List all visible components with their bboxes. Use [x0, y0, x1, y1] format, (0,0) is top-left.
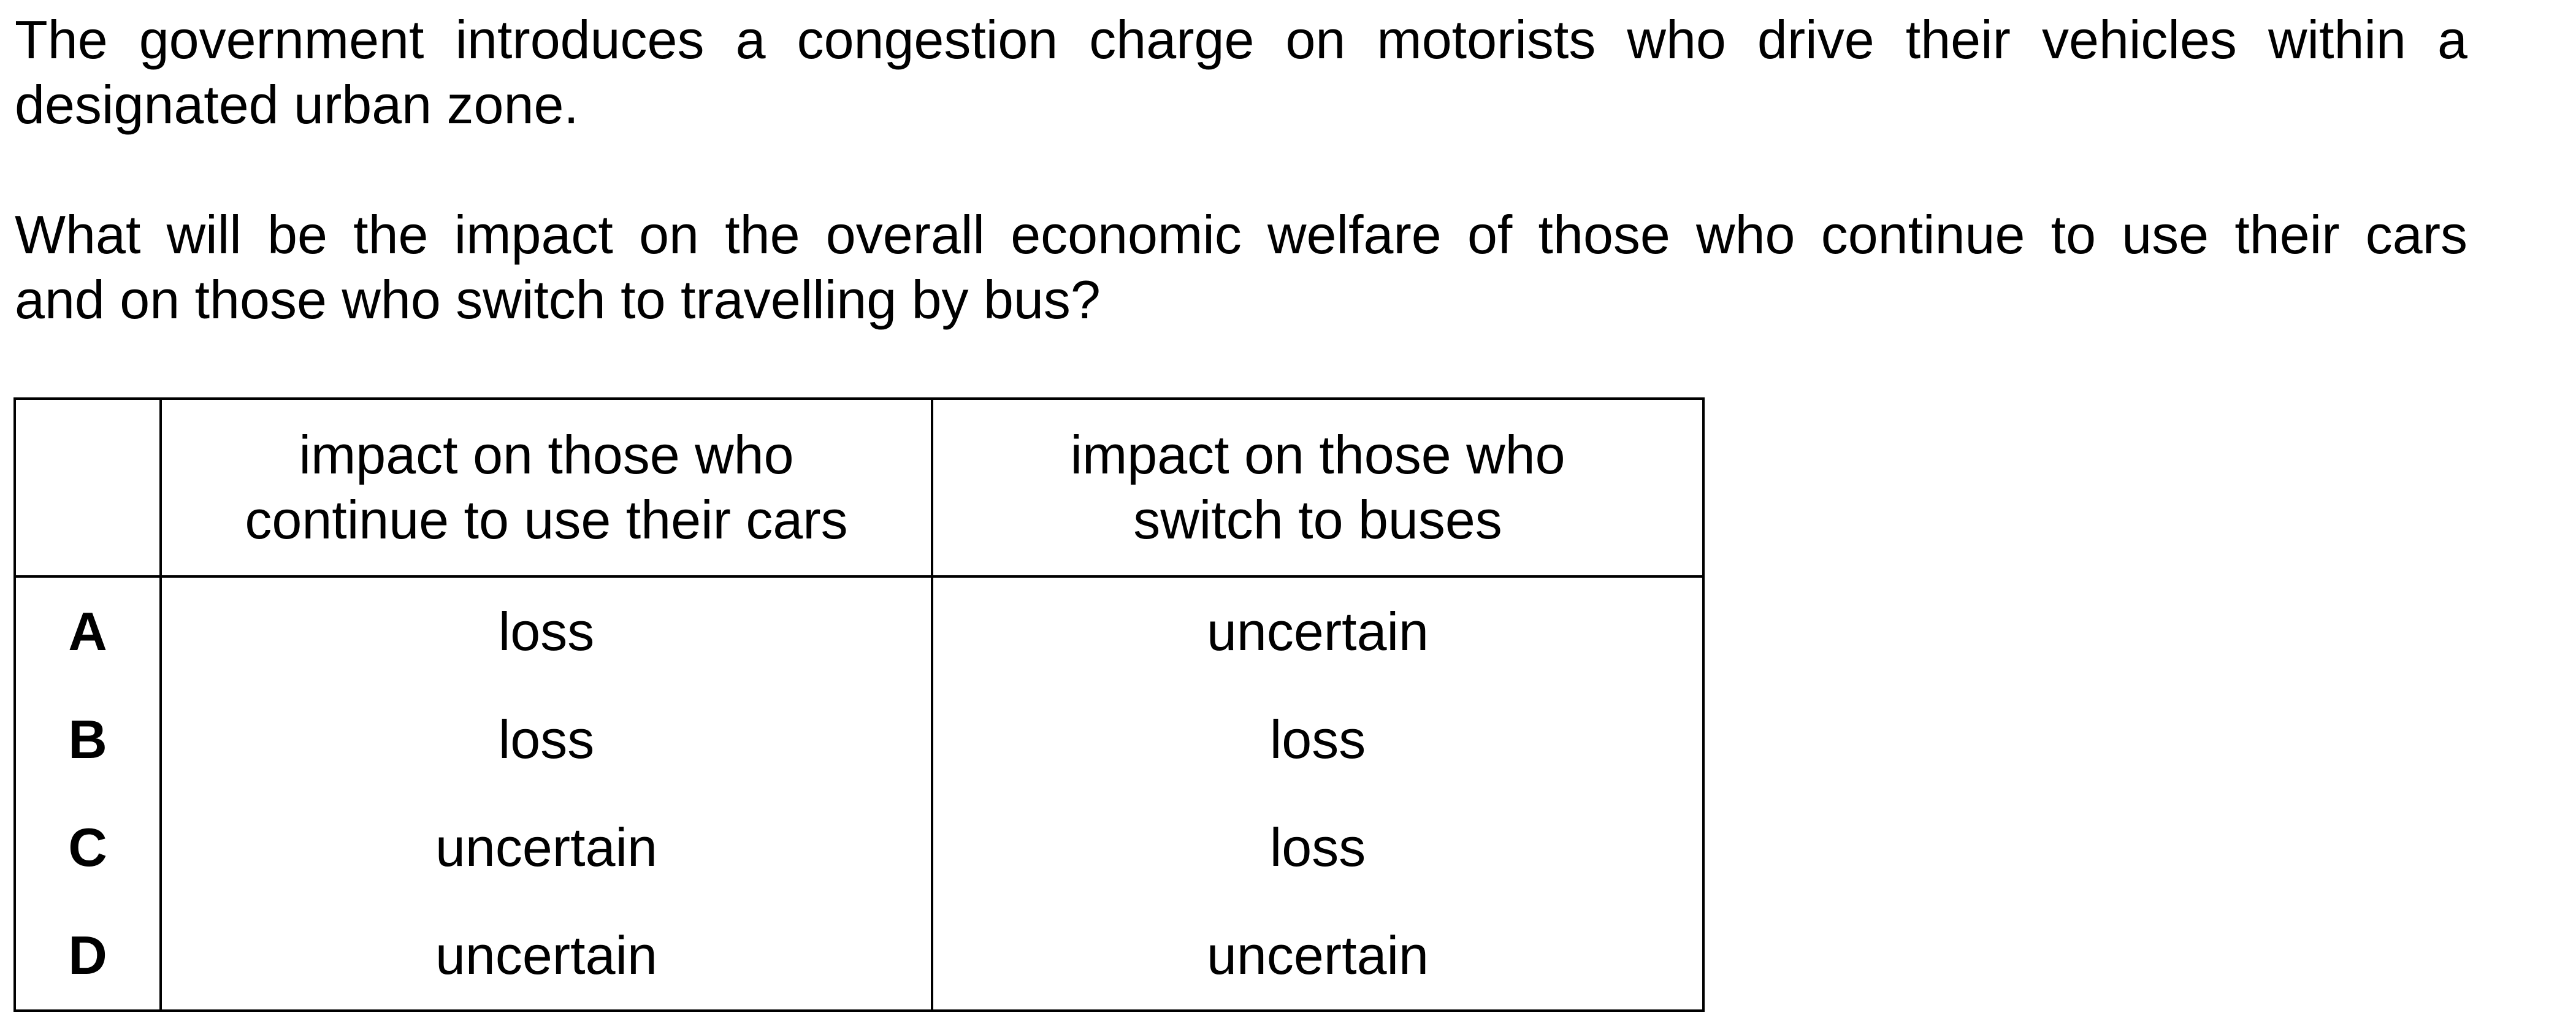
question-stem-line-1: The government introduces a congestion c… — [15, 9, 2467, 70]
header-bus-line-2: switch to buses — [1133, 489, 1502, 550]
answer-options-table: impact on those who continue to use thei… — [13, 397, 1705, 1012]
option-letter: C — [13, 794, 162, 902]
header-bus-cell: impact on those who switch to buses — [931, 397, 1705, 578]
option-bus-impact: uncertain — [931, 902, 1705, 1012]
option-bus-impact: loss — [931, 794, 1705, 902]
header-cars-cell: impact on those who continue to use thei… — [159, 397, 933, 578]
header-bus-line-1: impact on those who — [1070, 424, 1565, 485]
option-row-d[interactable]: D uncertain uncertain — [13, 902, 1705, 1012]
question-prompt: What will be the impact on the overall e… — [15, 202, 2467, 332]
option-cars-impact: loss — [159, 686, 933, 794]
option-letter: D — [13, 902, 162, 1012]
question-stem-line-2: designated urban zone. — [15, 74, 579, 135]
option-cars-impact: uncertain — [159, 794, 933, 902]
option-cars-impact: uncertain — [159, 902, 933, 1012]
question-stem: The government introduces a congestion c… — [15, 7, 2467, 137]
table-header-row: impact on those who continue to use thei… — [13, 397, 1705, 578]
header-cars-line-2: continue to use their cars — [245, 489, 848, 550]
option-row-c[interactable]: C uncertain loss — [13, 794, 1705, 902]
header-letter-cell — [13, 397, 162, 578]
option-bus-impact: uncertain — [931, 575, 1705, 686]
option-row-b[interactable]: B loss loss — [13, 686, 1705, 794]
question-prompt-line-1: What will be the impact on the overall e… — [15, 204, 2467, 265]
question-prompt-line-2: and on those who switch to travelling by… — [15, 269, 1101, 330]
option-cars-impact: loss — [159, 575, 933, 686]
option-letter: A — [13, 575, 162, 686]
option-row-a[interactable]: A loss uncertain — [13, 575, 1705, 686]
option-bus-impact: loss — [931, 686, 1705, 794]
option-letter: B — [13, 686, 162, 794]
header-cars-line-1: impact on those who — [299, 424, 794, 485]
